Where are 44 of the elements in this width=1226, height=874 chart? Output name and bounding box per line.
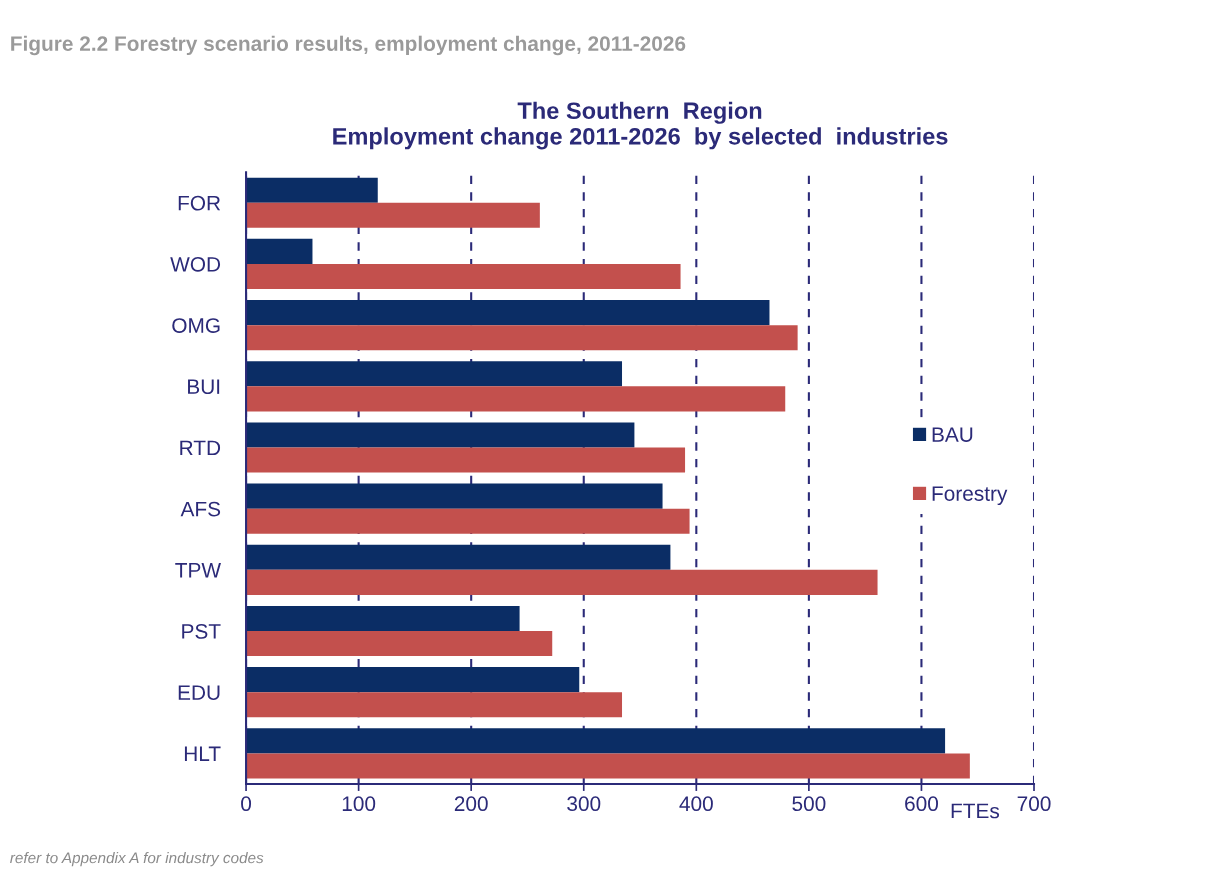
y-tick-label: BUI <box>188 379 220 395</box>
bar <box>246 238 313 264</box>
bar <box>246 263 681 290</box>
y-tick-label: TPW <box>175 563 221 578</box>
y-tick-label: PST <box>182 624 221 639</box>
bar <box>246 667 580 693</box>
chart-title: The Southern Region Employment change 2011-2026 by selected industries <box>333 101 948 150</box>
bar <box>246 422 635 448</box>
bar <box>246 692 623 718</box>
bar <box>246 508 690 534</box>
y-tick-label: RTD <box>180 440 221 456</box>
bar <box>246 569 878 595</box>
bar <box>246 447 686 473</box>
y-tick-label: FOR <box>178 195 221 211</box>
x-tick-label: 0 <box>241 796 252 812</box>
bar <box>246 544 671 570</box>
caption: Figure 2.2 Forestry scenario results, employment change, 2011-2026 <box>11 35 686 56</box>
bar <box>246 483 663 509</box>
y-tick-label: HLT <box>184 746 221 761</box>
y-tick-label: AFS <box>180 501 221 517</box>
bar <box>246 631 553 657</box>
x-tick-label: 100 <box>342 796 376 812</box>
x-tick-label: 600 <box>905 796 939 812</box>
bar <box>246 605 520 632</box>
x-tick-label: 700 <box>1017 796 1051 812</box>
bar <box>246 177 378 203</box>
bar <box>246 386 786 412</box>
text: refer to Appendix A for industry codes <box>10 852 264 867</box>
legend-label: BAU <box>932 427 973 442</box>
y-tick-label: OMG <box>172 318 220 333</box>
bar <box>246 728 946 754</box>
y-tick-label: EDU <box>178 685 220 700</box>
bar <box>246 202 540 228</box>
x-axis-title: FTEs <box>951 803 1000 819</box>
y-tick-label: WOD <box>170 256 221 272</box>
bar <box>246 753 970 779</box>
x-tick-label: 400 <box>679 796 713 812</box>
bar <box>246 361 623 387</box>
x-tick-label: 200 <box>454 796 488 812</box>
bar <box>246 325 798 351</box>
bar <box>246 300 770 326</box>
x-tick-label: 500 <box>792 796 826 812</box>
legend-label: Forestry <box>932 486 1008 506</box>
x-tick-label: 300 <box>567 796 601 812</box>
